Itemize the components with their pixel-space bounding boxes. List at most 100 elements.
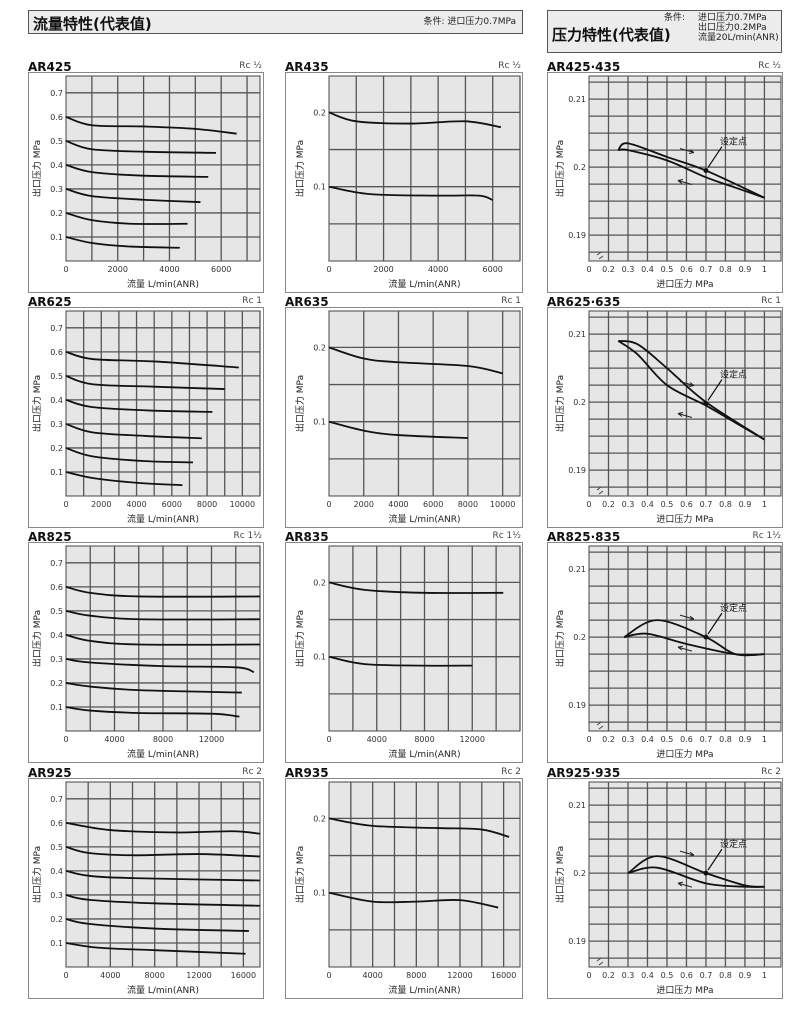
x-tick-label: 4000 [104,735,124,744]
axis-break-icon [596,486,604,495]
set-point-marker [703,870,709,876]
y-tick-label: 0.6 [50,819,63,828]
set-point-marker [703,168,709,174]
x-tick-label: 0 [63,265,68,274]
series-line-0.1 [65,942,246,955]
chart-panel-ar625: AR625 Rc 1 0 2000 4000 6000 8000 10000 0.1 0.2 0.3… [28,295,264,532]
port-size: Rc ½ [758,61,781,71]
y-tick-label: 0.19 [568,701,586,710]
port-size: Rc 1 [501,296,521,306]
x-tick-label: 0 [326,265,331,274]
set-point-marker [703,634,709,640]
y-axis-label: 出口压力 MPa [294,846,306,903]
x-tick-label: 0.3 [622,971,635,980]
y-tick-label: 0.1 [50,233,63,242]
set-point-label: 设定点 [720,838,747,850]
chart-panel-ar835: AR835 Rc 1½ 0 4000 8000 12000 0.1 0.2 流量 L/min(A… [285,530,523,767]
x-tick-label: 0.2 [602,971,615,980]
y-tick-label: 0.4 [50,396,63,405]
x-tick-label: 0.7 [700,735,713,744]
chart-title: AR825 [28,530,72,544]
y-tick-label: 0.5 [50,372,63,381]
x-tick-label: 0.8 [719,265,732,274]
x-tick-label: 1 [762,735,767,744]
series-line-0.2 [65,447,194,464]
plot-area [588,781,782,968]
x-tick-label: 0.7 [700,265,713,274]
y-tick-label: 0.5 [50,843,63,852]
x-axis-label: 流量 L/min(ANR) [388,278,460,290]
series-line-0.6 [65,585,261,598]
x-tick-label: 0.6 [680,735,693,744]
chart-panel-ar635: AR635 Rc 1 0 2000 4000 6000 8000 10000 0.1 0.2 流量 … [285,295,523,532]
chart-svg: 0.2 0.3 0.4 0.5 0.6 0.7 0.8 0.9 1 0 0.19 0.2 0.21 进口压… [547,778,783,999]
gridlines [589,782,781,967]
series-line-0.1 [65,706,240,718]
chart-panel-press-ar425-435: AR425·435 Rc ½ 0.2 0.3 0.4 0.5 0.6 0.7 0.8 0.9 1 0 0… [547,60,783,297]
port-size: Rc 2 [501,767,521,777]
x-tick-label: 2000 [373,265,393,274]
x-axis-label: 进口压力 MPa [656,278,713,290]
y-tick-label: 0.4 [50,867,63,876]
series-line-increasing [617,142,765,199]
decreasing-arrow-icon [677,179,693,186]
x-tick-label: 0.2 [602,500,615,509]
chart-panel-press-ar825-835: AR825·835 Rc 1½ 0.2 0.3 0.4 0.5 0.6 0.7 0.8 0.9 1 0… [547,530,783,767]
x-tick-label: 4000 [100,971,120,980]
chart-title: AR935 [285,766,329,780]
x-tick-label: 12000 [447,971,472,980]
axis-break-icon [596,721,604,730]
gridlines [66,76,260,261]
x-tick-label: 0 [63,500,68,509]
x-tick-label: 0.8 [719,735,732,744]
x-tick-label: 0.8 [719,500,732,509]
x-tick-label: 0 [586,735,591,744]
y-tick-label: 0.2 [50,209,63,218]
y-tick-label: 0.19 [568,231,586,240]
x-tick-label: 0.4 [641,265,654,274]
x-tick-label: 0.7 [700,500,713,509]
flow-section-title: 流量特性(代表值) [33,15,152,33]
set-point-label: 设定点 [720,602,747,614]
x-tick-label: 12000 [186,971,211,980]
x-tick-label: 1 [762,971,767,980]
series-line-0.2 [328,111,502,129]
x-tick-label: 2000 [91,500,111,509]
y-tick-label: 0.21 [568,801,586,810]
series-line-0.4 [65,870,261,882]
x-tick-label: 10000 [230,500,255,509]
chart-title: AR825·835 [547,530,621,544]
y-tick-label: 0.19 [568,937,586,946]
chart-panel-ar935: AR935 Rc 2 0 4000 8000 12000 16000 0.1 0.2 流量 L/m… [285,766,523,1003]
port-size: Rc ½ [239,61,262,71]
x-tick-label: 8000 [197,500,217,509]
x-tick-label: 0.5 [661,500,674,509]
axis-break-icon [596,957,604,966]
series-line-0.2 [328,817,510,838]
gridlines [66,311,261,496]
flow-characteristics-header: 流量特性(代表值) 条件: 进口压力0.7MPa [28,10,523,34]
series-line-0.1 [328,420,468,439]
y-tick-label: 0.2 [50,444,63,453]
y-tick-label: 0.2 [313,578,326,587]
y-tick-label: 0.4 [50,631,63,640]
y-axis-label: 出口压力 MPa [554,375,566,432]
condition-inlet: 进口压力0.7MPa [698,13,767,23]
series-line-increasing [618,340,765,441]
chart-title: AR925 [28,766,72,780]
x-tick-label: 0.5 [661,735,674,744]
x-tick-label: 8000 [406,971,426,980]
chart-svg: 0.2 0.3 0.4 0.5 0.6 0.7 0.8 0.9 1 0 0.19 0.2 0.21 进口压… [547,72,783,293]
pressure-condition-label: 条件: [664,13,686,23]
chart-panel-ar825: AR825 Rc 1½ 0 4000 8000 12000 0.1 0.2 0.3 0.4 0.5 0… [28,530,264,767]
y-axis-label: 出口压力 MPa [31,610,43,667]
series-line-0.6 [65,350,239,369]
y-tick-label: 0.2 [573,163,586,172]
series-line-0.1 [328,655,473,667]
x-tick-label: 0.4 [641,735,654,744]
chart-svg: 0 2000 4000 6000 8000 10000 0.1 0.2 流量 L/min(ANR… [285,307,523,528]
series-line-decreasing [618,148,765,199]
y-tick-label: 0.2 [50,915,63,924]
gridlines [329,782,520,967]
x-tick-label: 6000 [211,265,231,274]
